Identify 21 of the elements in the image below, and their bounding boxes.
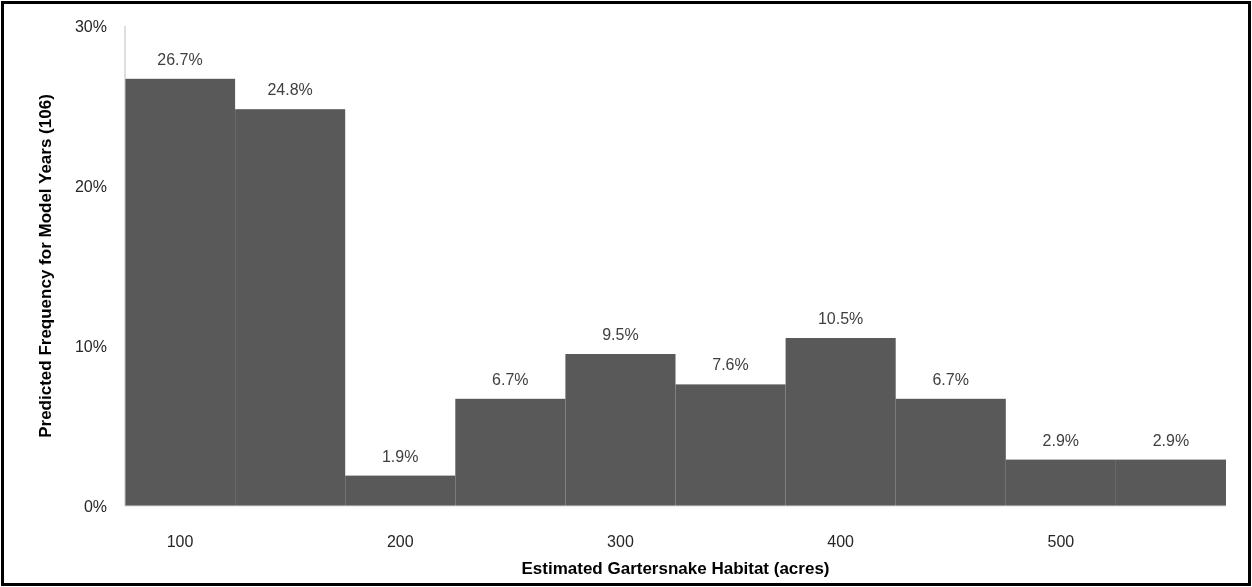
x-tick-label: 200 [386,533,414,551]
x-tick-label: 400 [827,533,855,551]
x-tick-label: 300 [607,533,634,551]
y-axis-title: Predicted Frequency for Model Years (106) [35,94,55,438]
data-label: 24.8% [267,81,313,99]
y-tick-label: 30% [74,17,107,35]
data-label: 2.9% [1042,431,1080,449]
y-tick-label: 20% [74,177,107,195]
data-label: 6.7% [492,370,529,388]
x-axis-title: Estimated Gartersnake Habitat (acres) [521,559,830,578]
y-tick-label: 0% [83,497,107,515]
data-label: 7.6% [712,356,749,374]
data-label: 9.5% [602,326,639,343]
data-label: 6.7% [932,370,969,388]
y-tick-label: 10% [74,337,107,355]
data-label: 26.7% [157,50,203,68]
x-tick-label: 100 [166,533,194,551]
data-label: 10.5% [817,310,864,327]
data-label: 1.9% [381,447,419,465]
x-tick-label: 500 [1047,533,1075,551]
data-label: 2.9% [1152,431,1190,449]
